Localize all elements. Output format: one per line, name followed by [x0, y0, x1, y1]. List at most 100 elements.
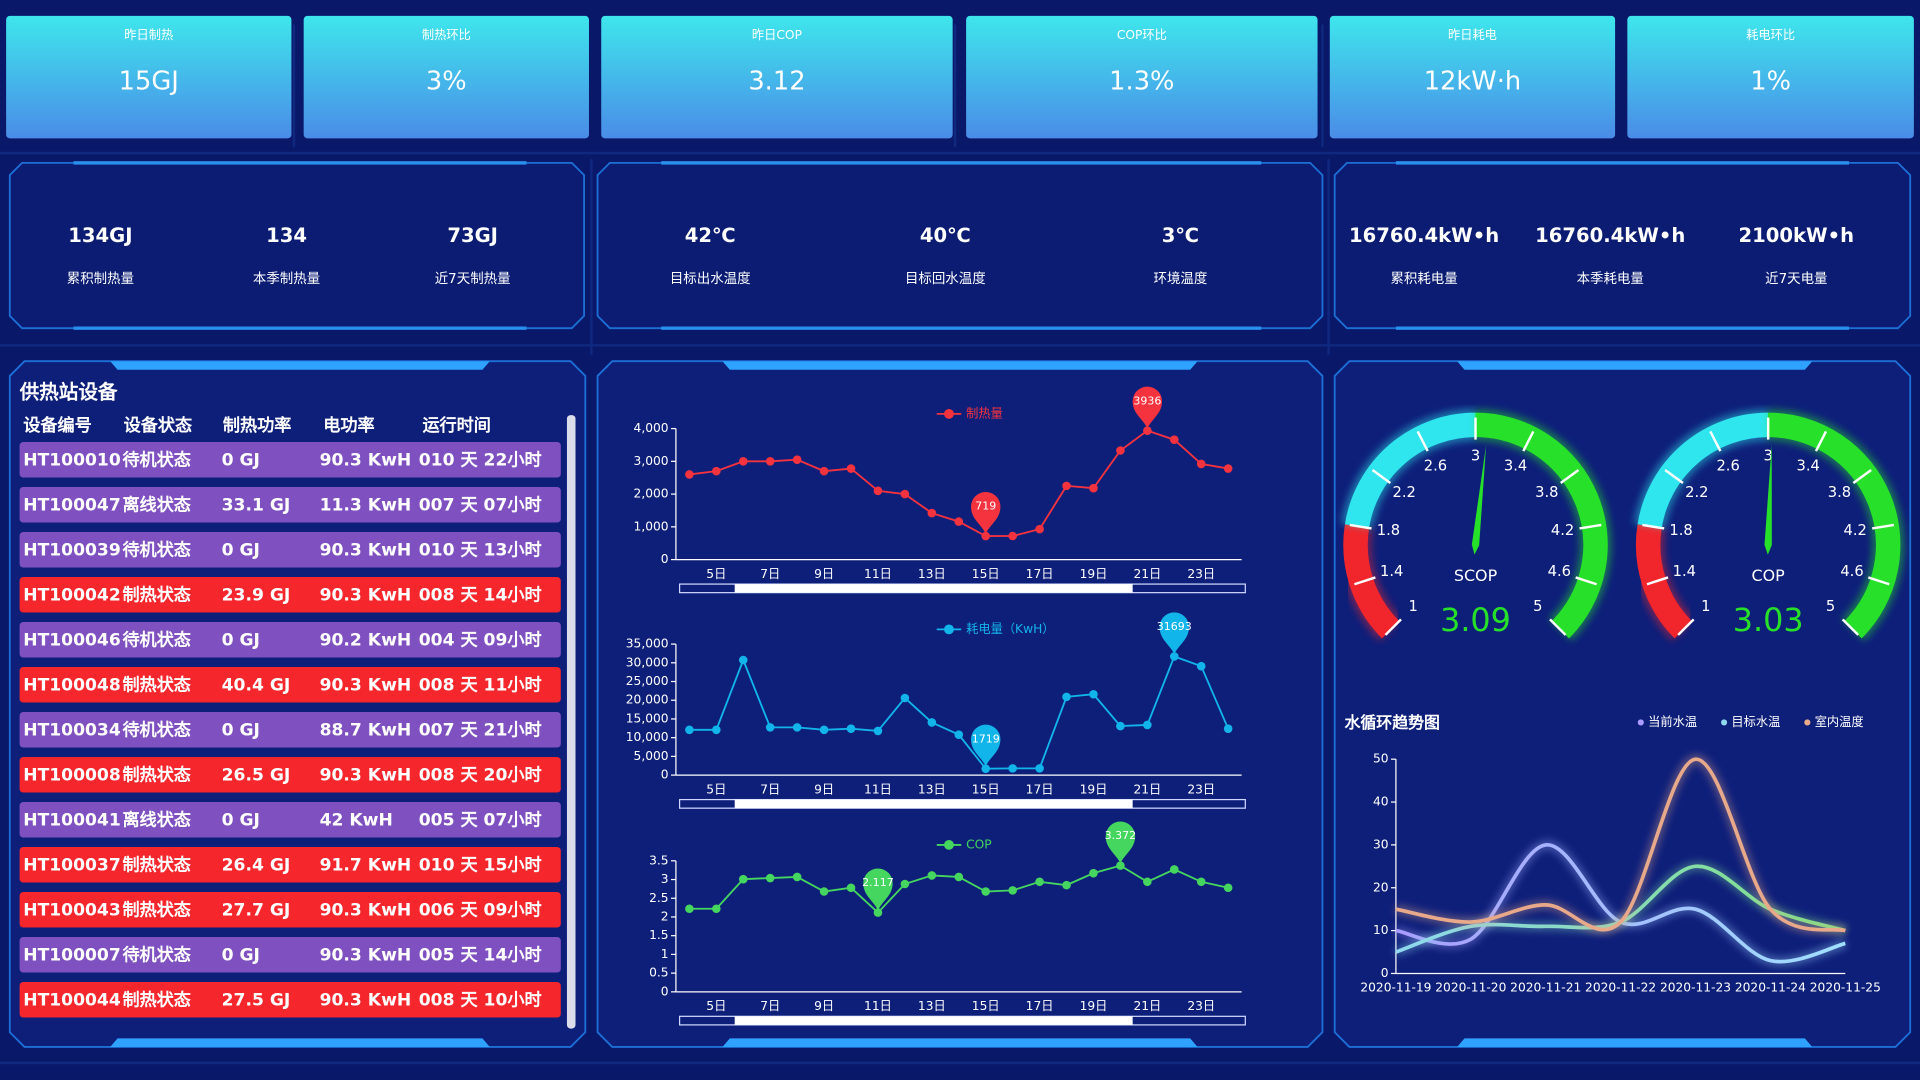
stat-label: 目标出水温度: [670, 271, 751, 287]
data-point: [846, 464, 856, 473]
y-tick-label: 20: [1373, 880, 1389, 894]
table-row[interactable]: [19, 442, 561, 478]
table-cell: 待机状态: [122, 449, 191, 470]
data-point: [981, 764, 990, 773]
y-tick-label: 0: [661, 552, 669, 566]
gauge-band: [1767, 412, 1901, 639]
gauge-name: SCOP: [1454, 566, 1498, 585]
table-title: 供热站设备: [19, 381, 118, 404]
y-tick-label: 3,000: [634, 454, 669, 468]
content: 昨日制热 15GJ 制热环比 3% 昨日COP 3.12 COP环比 1.3% 昨日耗电 12kW…: [6, 15, 1914, 1026]
data-point: [954, 517, 964, 526]
zoom-window[interactable]: [734, 1016, 1133, 1025]
table-header: 制热功率: [223, 415, 292, 436]
x-tick-label: 9日: [814, 567, 834, 581]
table-cell: 006 天 09小时: [419, 900, 542, 920]
table-row[interactable]: [19, 712, 561, 748]
table-cell: 008 天 11小时: [419, 675, 542, 695]
legend-label[interactable]: 耗电量（KwH）: [966, 622, 1054, 636]
x-tick-label: 19日: [1080, 567, 1108, 581]
y-tick-label: 0: [661, 768, 669, 782]
zoom-window[interactable]: [734, 799, 1133, 809]
stat-label: 累积耗电量: [1390, 271, 1457, 287]
gauge-tick-label: 4.6: [1840, 563, 1863, 580]
x-tick-label: 2020-11-24: [1735, 981, 1806, 995]
table-cell: 27.5 GJ: [222, 990, 291, 1010]
gauge-tick: [1559, 469, 1580, 484]
table-cell: 待机状态: [122, 944, 191, 965]
table-row[interactable]: [19, 937, 561, 973]
data-point: [792, 872, 802, 882]
gauge-needle: [1764, 444, 1772, 555]
kpi-value: 12kW·h: [1424, 67, 1521, 97]
gauge-tick: [1664, 469, 1684, 484]
table-row[interactable]: [19, 892, 561, 928]
stat-value: 42℃: [685, 224, 736, 247]
kpi-value: 1%: [1750, 67, 1791, 97]
kpi-label: COP环比: [1117, 28, 1167, 42]
data-point: [927, 871, 937, 880]
table-cell: 90.3 KwH: [320, 540, 412, 560]
gauge-tick-label: 3: [1471, 448, 1480, 465]
stat-label: 本季制热量: [253, 271, 320, 287]
x-tick-label: 2020-11-22: [1585, 981, 1656, 995]
data-point: [765, 873, 775, 883]
data-point: [981, 887, 990, 896]
table-cell: HT100034: [23, 720, 121, 740]
data-point: [846, 883, 856, 893]
table-cell: HT100007: [23, 945, 121, 965]
x-tick-label: 15日: [972, 782, 1000, 796]
legend-label[interactable]: 目标水温: [1731, 715, 1780, 729]
table-row[interactable]: [19, 802, 561, 838]
table-cell: 010 天 22小时: [419, 450, 542, 470]
table-row[interactable]: [19, 577, 561, 613]
table-row[interactable]: [19, 667, 561, 703]
table-cell: 90.3 KwH: [320, 765, 412, 785]
table-cell: 007 天 21小时: [419, 720, 542, 740]
data-point: [819, 466, 829, 476]
pin: [971, 491, 1001, 534]
gauge-tick: [1642, 523, 1665, 530]
gauge-tick: [1416, 430, 1429, 452]
chart-title: 水循环趋势图: [1344, 713, 1439, 732]
data-point: [927, 508, 937, 518]
gauge-tick-label: 1.8: [1669, 522, 1692, 539]
data-point: [1008, 886, 1017, 895]
pin-label: 3936: [1133, 394, 1161, 407]
table-row[interactable]: [19, 847, 561, 883]
kpi-value: 1.3%: [1109, 67, 1174, 97]
legend-label[interactable]: 当前水温: [1648, 714, 1697, 729]
table-row[interactable]: [19, 982, 561, 1018]
table-row[interactable]: [19, 622, 561, 658]
y-tick-label: 30,000: [626, 655, 669, 669]
data-point: [1089, 483, 1098, 493]
zoom-window[interactable]: [734, 584, 1133, 593]
x-tick-label: 11日: [864, 782, 892, 796]
x-tick-label: 2020-11-23: [1660, 981, 1731, 995]
panel-accents: [73, 161, 1849, 330]
legend-label[interactable]: COP: [966, 837, 992, 851]
kpi-card: [303, 15, 589, 139]
y-tick-label: 0.5: [649, 966, 668, 980]
table-row[interactable]: [19, 532, 561, 568]
gauge-tick-label: 3.4: [1504, 457, 1527, 474]
table-row[interactable]: [19, 757, 561, 793]
data-point: [1223, 724, 1233, 733]
table-cell: 离线状态: [122, 494, 191, 515]
y-tick-label: 4,000: [634, 421, 669, 435]
data-point: [738, 655, 748, 665]
pin: [1132, 386, 1163, 429]
gauge-tick: [1549, 618, 1567, 636]
table-row[interactable]: [19, 487, 561, 523]
legend-label[interactable]: 制热量: [966, 406, 1003, 420]
data-point: [792, 723, 802, 732]
x-tick-label: 2020-11-20: [1435, 981, 1506, 995]
data-point: [954, 730, 964, 739]
table-cell: 90.3 KwH: [320, 675, 412, 695]
scrollbar[interactable]: [566, 415, 576, 1029]
gauge-tick: [1677, 618, 1695, 636]
table-cell: 制热状态: [122, 764, 191, 785]
legend-label[interactable]: 室内温度: [1815, 714, 1864, 729]
kpi-label: 昨日COP: [752, 28, 802, 42]
